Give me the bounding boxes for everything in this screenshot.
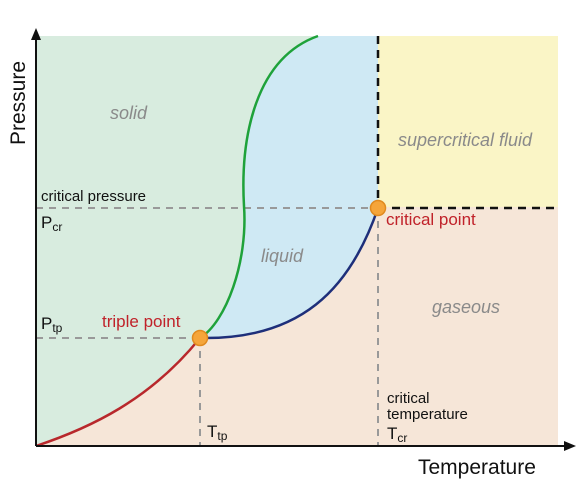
critical-pressure-label: critical pressure	[41, 188, 146, 205]
y-axis-arrow-icon	[31, 28, 41, 40]
vaporization-curve	[199, 207, 380, 340]
solid-label: solid	[110, 103, 148, 123]
p-cr-symbol: Pcr	[41, 213, 62, 234]
x-axis-arrow-icon	[564, 441, 576, 451]
x-axis-title: Temperature	[418, 456, 536, 479]
liquid-region	[200, 36, 378, 338]
triple-point-label: triple point	[102, 312, 181, 331]
p-cr-sub: cr	[52, 220, 62, 234]
critical-temperature-line2: temperature	[387, 406, 468, 423]
critical-temperature-line1: critical	[387, 390, 430, 407]
p-tp-symbol: Ptp	[41, 314, 63, 335]
t-tp-main: T	[207, 422, 217, 441]
critical-point-marker	[369, 199, 387, 217]
y-axis-title: Pressure	[7, 61, 30, 145]
critical-point-label: critical point	[386, 210, 476, 229]
sublimation-curve	[35, 337, 201, 448]
gaseous-label: gaseous	[432, 297, 500, 317]
t-tp-sub: tp	[217, 429, 227, 443]
p-tp-main: P	[41, 314, 52, 333]
melting-curve	[199, 34, 319, 340]
solid-region	[36, 36, 318, 446]
supercritical-region	[378, 36, 558, 207]
t-tp-symbol: Ttp	[207, 422, 228, 443]
liquid-label: liquid	[261, 246, 304, 266]
supercritical-label: supercritical fluid	[398, 130, 533, 150]
t-cr-symbol: Tcr	[387, 424, 407, 445]
triple-point-marker	[191, 329, 209, 347]
p-cr-main: P	[41, 213, 52, 232]
t-cr-main: T	[387, 424, 397, 443]
p-tp-sub: tp	[52, 321, 62, 335]
t-cr-sub: cr	[397, 431, 407, 445]
